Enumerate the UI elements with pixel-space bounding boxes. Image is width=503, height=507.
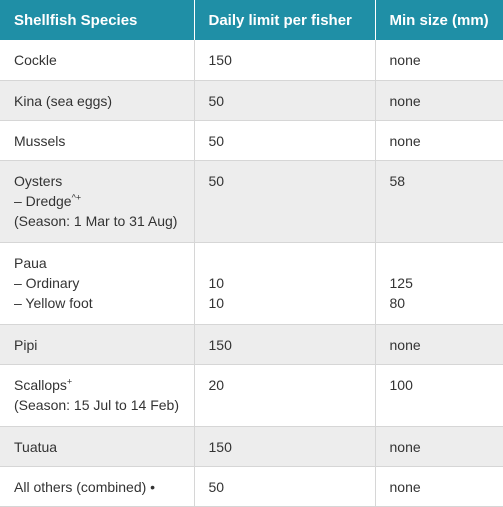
species-cell: Cockle [0,40,195,81]
size-cell: none [375,324,503,365]
size-cell: none [375,426,503,467]
species-cell: All others (combined) • [0,466,195,507]
species-cell: Scallops+ (Season: 15 Jul to 14 Feb) [0,364,195,427]
size-cell: none [375,466,503,507]
species-cell: Mussels [0,120,195,161]
table-row: Pipi 150 none [0,324,503,365]
table-row: Kina (sea eggs) 50 none [0,80,503,121]
limit-cell: 150 [194,324,376,365]
size-cell: none [375,40,503,81]
table-row: Mussels 50 none [0,120,503,161]
table-row: Paua – Ordinary – Yellow foot 10 10 125 … [0,242,503,325]
limit-cell: 50 [194,80,376,121]
species-cell: Tuatua [0,426,195,467]
header-daily-limit: Daily limit per fisher [194,0,376,40]
table-row: Tuatua 150 none [0,426,503,467]
limit-cell: 150 [194,40,376,81]
species-cell: Pipi [0,324,195,365]
species-cell: Paua – Ordinary – Yellow foot [0,242,195,325]
footnote-marker: ^+ [71,191,82,202]
table-row: Oysters – Dredge^+ (Season: 1 Mar to 31 … [0,160,503,243]
limit-cell: 10 10 [194,242,376,325]
limit-cell: 50 [194,120,376,161]
size-cell: none [375,120,503,161]
table-row: Cockle 150 none [0,40,503,81]
table-row: All others (combined) • 50 none [0,466,503,507]
limit-cell: 50 [194,466,376,507]
limit-cell: 20 [194,364,376,427]
header-min-size: Min size (mm) [375,0,503,40]
size-cell: 125 80 [375,242,503,325]
species-cell: Kina (sea eggs) [0,80,195,121]
limit-cell: 150 [194,426,376,467]
size-cell: none [375,80,503,121]
footnote-marker: + [66,375,73,386]
header-species: Shellfish Species [0,0,195,40]
header-row: Shellfish Species Daily limit per fisher… [0,0,503,40]
species-cell: Oysters – Dredge^+ (Season: 1 Mar to 31 … [0,160,195,243]
limit-cell: 50 [194,160,376,243]
size-cell: 100 [375,364,503,427]
table-row: Scallops+ (Season: 15 Jul to 14 Feb) 20 … [0,364,503,427]
size-cell: 58 [375,160,503,243]
